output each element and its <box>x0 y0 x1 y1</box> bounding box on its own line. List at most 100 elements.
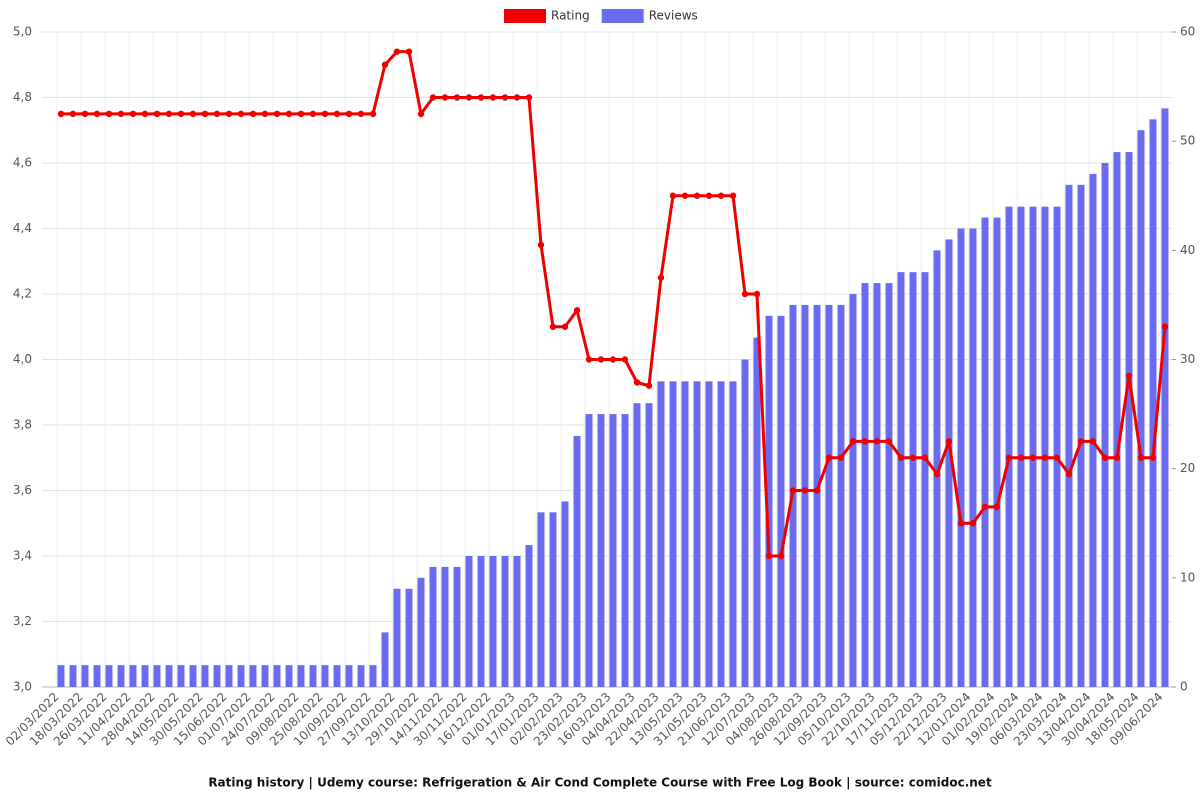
point <box>837 454 845 461</box>
bar <box>1065 184 1073 688</box>
bar <box>201 665 209 687</box>
bar <box>1149 119 1157 688</box>
point <box>141 110 149 118</box>
point <box>81 110 89 118</box>
point <box>849 438 857 445</box>
y-tick-label: 3,8 <box>13 418 32 432</box>
point <box>213 110 221 118</box>
bar <box>873 283 881 687</box>
bar <box>705 381 713 687</box>
point <box>741 290 749 298</box>
y2-tick-label: 40 <box>1180 243 1195 257</box>
point <box>933 470 941 478</box>
point <box>153 110 161 118</box>
point <box>921 454 929 461</box>
y2-tick-label: 0 <box>1180 680 1188 694</box>
point <box>621 356 629 363</box>
point <box>417 110 425 118</box>
point <box>189 110 197 118</box>
bar <box>657 381 665 687</box>
bar <box>441 566 449 687</box>
point <box>249 110 257 118</box>
bar <box>321 665 329 687</box>
legend-swatch <box>504 9 546 23</box>
bar <box>477 556 485 687</box>
bar <box>93 665 101 687</box>
point <box>105 110 113 118</box>
bar <box>561 501 569 687</box>
bar <box>897 272 905 687</box>
bar <box>285 665 293 687</box>
bar <box>369 665 377 687</box>
bar <box>357 665 365 687</box>
point <box>1137 454 1145 461</box>
bar <box>969 228 977 687</box>
y2-tick-label: 30 <box>1180 352 1195 366</box>
bar <box>1161 108 1169 687</box>
bar <box>645 403 653 687</box>
bar <box>525 545 533 687</box>
point <box>1077 438 1085 445</box>
bar <box>129 665 137 687</box>
point <box>873 438 881 445</box>
point <box>117 110 125 118</box>
bar <box>429 566 437 687</box>
bar <box>177 665 185 687</box>
bar <box>993 217 1001 688</box>
bar <box>573 435 581 687</box>
point <box>1005 454 1013 461</box>
bar <box>1053 206 1061 687</box>
bar <box>189 665 197 687</box>
bar <box>309 665 317 687</box>
bar <box>753 337 761 687</box>
point <box>705 192 713 199</box>
y-tick-label: 4,8 <box>13 90 32 104</box>
point <box>801 487 809 494</box>
bar <box>1017 206 1025 687</box>
legend-swatch <box>601 9 644 23</box>
point <box>549 323 557 330</box>
y-tick-label: 5,0 <box>13 25 32 39</box>
bar <box>837 304 845 687</box>
bar <box>513 556 521 687</box>
bar <box>273 665 281 687</box>
bar <box>633 403 641 687</box>
point <box>477 94 485 101</box>
point <box>261 110 269 118</box>
point <box>645 382 653 389</box>
bar <box>105 665 113 687</box>
point <box>309 110 317 118</box>
bar <box>681 381 689 687</box>
point <box>513 94 521 101</box>
point <box>885 438 893 445</box>
bar <box>249 665 257 687</box>
point <box>345 110 353 118</box>
bar <box>261 665 269 687</box>
point <box>561 323 569 330</box>
bar <box>585 414 593 687</box>
legend-label: Rating <box>551 9 590 23</box>
bar <box>165 665 173 687</box>
point <box>357 110 365 118</box>
bar <box>153 665 161 687</box>
bar <box>489 556 497 687</box>
point <box>273 110 281 118</box>
point <box>1113 454 1121 461</box>
point <box>381 61 389 68</box>
bar <box>453 566 461 687</box>
bar <box>597 414 605 687</box>
point <box>129 110 137 118</box>
bar <box>825 304 833 687</box>
point <box>1161 323 1169 330</box>
point <box>729 192 737 199</box>
point <box>669 192 677 199</box>
y-tick-label: 4,4 <box>13 221 32 235</box>
y-tick-label: 3,0 <box>13 680 32 694</box>
bar <box>933 250 941 688</box>
bar <box>1041 206 1049 687</box>
y2-tick-label: 10 <box>1180 570 1195 584</box>
bar <box>141 665 149 687</box>
bar <box>801 304 809 687</box>
point <box>429 94 437 101</box>
point <box>981 503 989 511</box>
